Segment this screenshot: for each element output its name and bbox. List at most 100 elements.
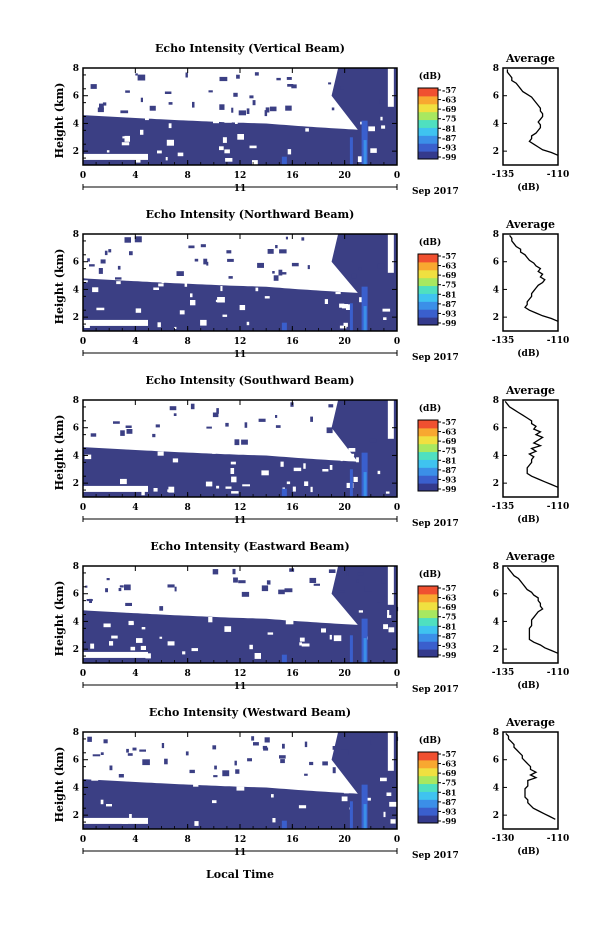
speckle — [335, 291, 341, 295]
speckle — [140, 645, 146, 650]
speckle — [161, 279, 165, 284]
colorbar-segment — [418, 807, 438, 816]
speckle — [174, 326, 177, 329]
colorbar-segment — [418, 127, 438, 136]
speckle — [346, 570, 349, 577]
average-frame — [502, 731, 559, 830]
speckle — [167, 641, 175, 646]
speckle — [254, 653, 261, 659]
speckle — [377, 470, 381, 475]
speckle — [235, 769, 240, 774]
speckle — [358, 267, 362, 271]
x-tick-label: 8 — [185, 669, 191, 679]
clear-column — [387, 234, 394, 273]
speckle — [166, 139, 174, 146]
speckle — [87, 258, 90, 262]
y-axis-label: Height (km) — [53, 249, 66, 325]
colorbar-segment — [418, 269, 438, 279]
speckle — [142, 759, 150, 766]
y-tick-label: 4 — [73, 285, 79, 295]
speckle — [356, 579, 359, 583]
average-profile-line — [509, 234, 559, 322]
colorbar-segment — [418, 459, 438, 468]
speckle — [152, 433, 156, 438]
colorbar-tick-label: -75 — [442, 778, 456, 788]
average-y-tick-label: 4 — [493, 285, 499, 295]
speckle — [279, 272, 287, 275]
speckle — [301, 450, 304, 456]
speckle — [329, 634, 332, 640]
clear-column — [387, 566, 394, 605]
speckle — [279, 755, 286, 759]
colorbar-segment — [418, 593, 438, 603]
speckle — [124, 584, 131, 591]
colorbar-segment — [418, 143, 438, 152]
speckle — [167, 489, 172, 493]
speckle — [185, 751, 189, 756]
colorbar-tick-label: -69 — [442, 602, 457, 612]
speckle — [149, 105, 156, 111]
speckle — [231, 107, 234, 113]
colorbar-frame — [417, 419, 439, 492]
colorbar-unit: (dB) — [419, 569, 441, 580]
shallow-echo — [281, 654, 287, 663]
colorbar-tick-label: -99 — [442, 484, 457, 494]
average-title: Average — [505, 550, 555, 563]
speckle — [111, 635, 118, 639]
speckle — [184, 282, 188, 287]
panel-4: Echo Intensity (Eastward Beam) 2 4 6 8 0 4 8 12 1… — [53, 540, 569, 695]
average-y-tick-label: 6 — [493, 424, 499, 434]
average-y-tick-label: 8 — [493, 728, 499, 738]
speckle — [269, 106, 277, 112]
speckle — [348, 448, 356, 452]
average-profile-line — [506, 566, 559, 654]
x-tick-label: 8 — [185, 171, 191, 181]
speckle — [145, 653, 151, 659]
speckle — [332, 767, 336, 774]
speckle — [304, 481, 309, 486]
x-tick-label: 0 — [80, 503, 86, 513]
colorbar-unit: (dB) — [419, 403, 441, 414]
average-y-tick-label: 6 — [493, 590, 499, 600]
colorbar-tick-label: -75 — [442, 114, 456, 124]
colorbar-segment — [418, 420, 438, 429]
y-axis-label: Height (km) — [53, 747, 66, 823]
no-echo-region — [83, 732, 358, 794]
x-tick-label: 12 — [234, 337, 247, 347]
speckle — [128, 620, 134, 626]
speckle — [377, 236, 382, 240]
colorbar-tick-label: -81 — [442, 621, 456, 631]
speckle — [385, 418, 388, 421]
speckle — [305, 128, 309, 132]
colorbar-segment — [418, 443, 438, 453]
colorbar-segment — [418, 641, 438, 650]
panel-title: Echo Intensity (Southward Beam) — [146, 374, 355, 387]
colorbar-segment — [418, 119, 438, 128]
speckle — [109, 641, 114, 646]
average-x-tick-label: -110 — [547, 502, 570, 512]
colorbar-tick-label: -57 — [442, 749, 456, 759]
date-label: Sep 2017 — [412, 685, 459, 695]
speckle — [176, 271, 184, 276]
speckle — [213, 775, 218, 778]
day-label: 11 — [234, 350, 247, 360]
speckle — [106, 150, 110, 153]
speckle — [340, 86, 345, 90]
speckle — [121, 142, 130, 146]
y-tick-label: 6 — [73, 590, 79, 600]
speckle — [174, 586, 177, 592]
speckle — [328, 82, 332, 85]
colorbar-frame — [417, 253, 439, 326]
speckle — [237, 134, 244, 140]
speckle — [118, 588, 122, 592]
speckle — [360, 121, 363, 125]
colorbar-segment — [418, 95, 438, 105]
speckle — [292, 486, 296, 492]
y-tick-label: 4 — [73, 617, 79, 627]
x-tick-label: 0 — [80, 835, 86, 845]
colorbar-segment — [418, 261, 438, 271]
average-x-tick-label: -130 — [492, 834, 515, 844]
speckle — [324, 299, 328, 304]
x-tick-label: 20 — [338, 503, 351, 513]
